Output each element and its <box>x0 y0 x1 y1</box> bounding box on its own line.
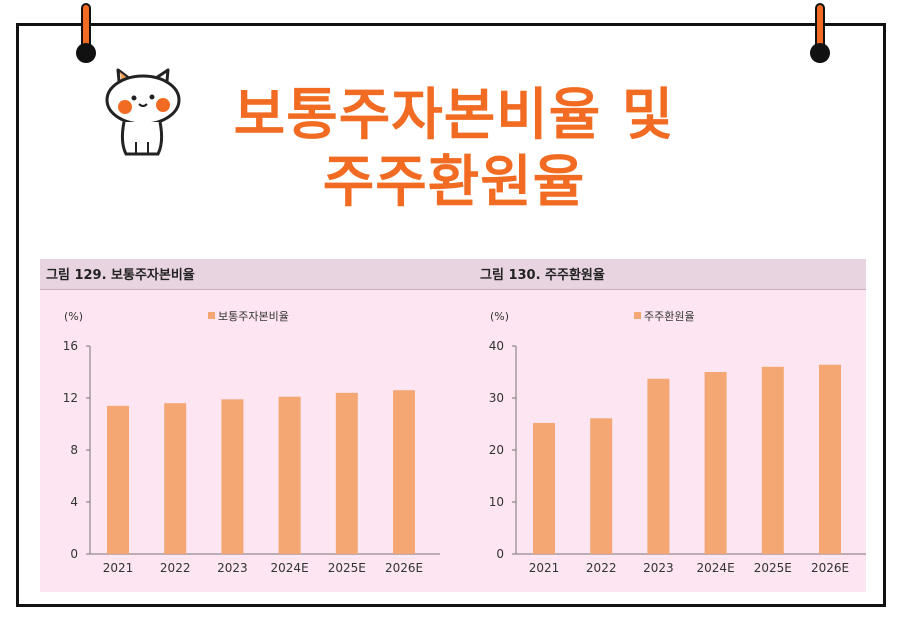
bar <box>278 396 301 554</box>
x-tick-label: 2026E <box>811 561 849 575</box>
bar <box>221 399 244 554</box>
legend-label: 주주환원율 <box>644 310 695 323</box>
pin-left-icon <box>75 3 97 63</box>
y-tick-label: 30 <box>489 391 504 405</box>
x-tick-label: 2022 <box>160 561 191 575</box>
y-tick-label: 12 <box>63 391 78 405</box>
y-tick-label: 16 <box>63 339 78 353</box>
x-tick-label: 2021 <box>529 561 560 575</box>
bar <box>819 364 841 554</box>
page-title-line1: 보통주자본비율 및 <box>233 83 675 148</box>
x-tick-label: 2025E <box>328 561 366 575</box>
figure-header: 그림 129. 보통주자본비율 그림 130. 주주환원율 <box>40 259 866 290</box>
y-tick-label: 10 <box>489 495 504 509</box>
x-tick-label: 2026E <box>385 561 423 575</box>
pin-right-icon <box>809 3 831 63</box>
x-tick-label: 2022 <box>586 561 617 575</box>
bar <box>590 418 613 554</box>
bar <box>393 390 415 554</box>
x-tick-label: 2024E <box>697 561 735 575</box>
x-tick-label: 2024E <box>271 561 309 575</box>
page-title-line2: 주주환원율 <box>322 150 586 215</box>
cat-mascot-icon <box>105 68 181 156</box>
bar <box>107 405 129 554</box>
legend-swatch <box>634 312 641 319</box>
y-tick-label: 0 <box>70 547 78 561</box>
legend-label: 보통주자본비율 <box>218 310 289 323</box>
y-unit-label: (%) <box>64 310 83 323</box>
legend-swatch <box>208 312 215 319</box>
y-tick-label: 40 <box>489 339 504 353</box>
y-tick-label: 20 <box>489 443 504 457</box>
x-tick-label: 2021 <box>103 561 134 575</box>
y-tick-label: 0 <box>496 547 504 561</box>
bar <box>533 422 555 554</box>
y-tick-label: 8 <box>70 443 78 457</box>
x-tick-label: 2023 <box>643 561 674 575</box>
x-tick-label: 2025E <box>754 561 792 575</box>
bar <box>761 366 784 554</box>
bar <box>335 392 358 554</box>
y-tick-label: 4 <box>70 495 78 509</box>
cet1-ratio-chart: (%) 보통주자본비율 0 4 8 12 16 2021 2022 2023 2024E 2025E 2… <box>63 310 440 575</box>
bar <box>704 372 727 554</box>
figure-129-title: 그림 129. 보통주자본비율 <box>46 268 195 283</box>
bar <box>164 403 187 554</box>
y-unit-label: (%) <box>490 310 509 323</box>
figure-130-title: 그림 130. 주주환원율 <box>480 268 605 283</box>
bar <box>647 378 670 554</box>
shareholder-return-chart: (%) 주주환원율 0 10 20 30 40 2021 2022 2023 2024E 2025E 2… <box>489 310 866 575</box>
x-tick-label: 2023 <box>217 561 248 575</box>
